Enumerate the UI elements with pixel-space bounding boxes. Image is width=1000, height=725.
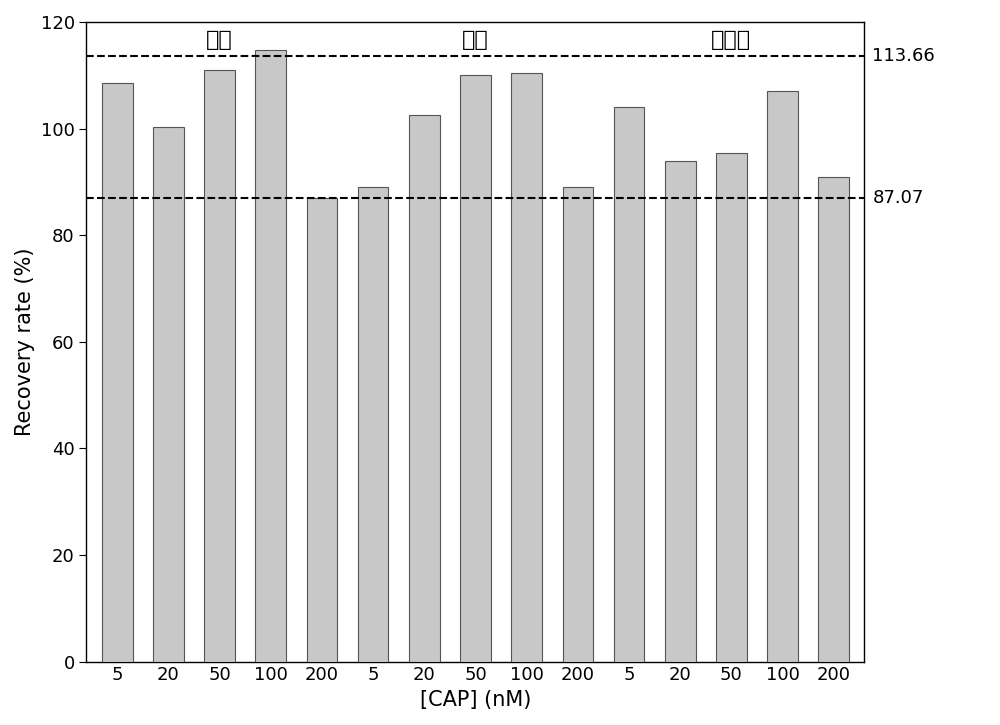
- Bar: [409, 115, 440, 662]
- Text: 87.07: 87.07: [872, 188, 924, 207]
- Bar: [665, 160, 696, 662]
- Text: 自来水: 自来水: [711, 30, 751, 50]
- Bar: [716, 152, 747, 662]
- Text: 牛奶: 牛奶: [462, 30, 489, 50]
- Bar: [614, 107, 644, 662]
- Text: 113.66: 113.66: [872, 47, 935, 65]
- Bar: [563, 187, 593, 662]
- Bar: [460, 75, 491, 662]
- Bar: [102, 83, 133, 662]
- Bar: [153, 127, 184, 662]
- Bar: [511, 72, 542, 662]
- Bar: [255, 50, 286, 662]
- Bar: [204, 70, 235, 662]
- Bar: [818, 177, 849, 662]
- Y-axis label: Recovery rate (%): Recovery rate (%): [15, 247, 35, 436]
- Bar: [767, 91, 798, 662]
- Bar: [307, 198, 337, 662]
- Text: 鱼肉: 鱼肉: [206, 30, 233, 50]
- Bar: [358, 187, 388, 662]
- X-axis label: [CAP] (nM): [CAP] (nM): [420, 690, 531, 710]
